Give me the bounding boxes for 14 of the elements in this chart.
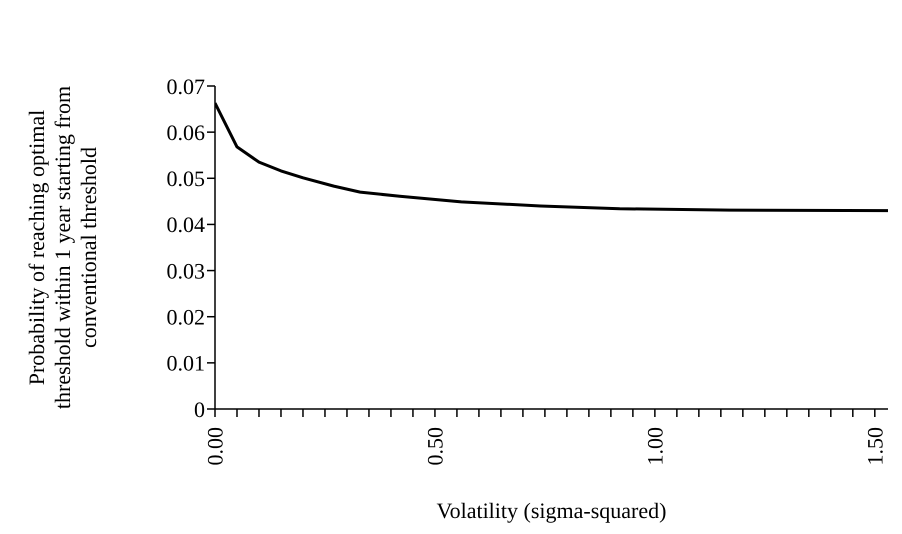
y-tick-label: 0.04 <box>166 212 205 238</box>
y-tick-label: 0.03 <box>166 258 205 284</box>
x-axis-title: Volatility (sigma-squared) <box>436 498 666 523</box>
y-tick-label: 0.05 <box>166 166 205 192</box>
y-tick-label: 0.07 <box>166 74 205 99</box>
x-tick-label: 1.50 <box>862 427 888 466</box>
x-tick-label: 1.00 <box>642 427 668 466</box>
x-tick-label: 0.00 <box>202 427 228 466</box>
y-tick-label: 0.01 <box>166 350 205 376</box>
y-tick-label: 0 <box>194 396 205 422</box>
y-tick-label: 0.06 <box>166 120 205 145</box>
y-axis-title: Probability of reaching optimal threshold within 1 year starting from conventional threshold <box>24 86 101 410</box>
x-tick-label: 0.50 <box>422 427 448 466</box>
y-tick-label: 0.02 <box>166 304 205 330</box>
